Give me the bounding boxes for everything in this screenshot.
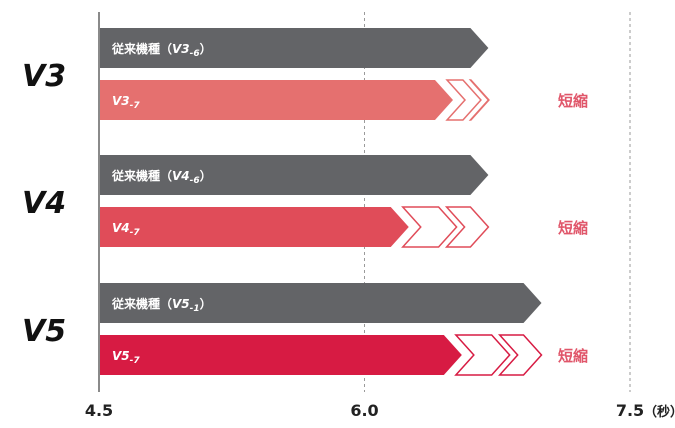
reduction-chevron-v4-2 [444,206,490,248]
reduction-chevron-v5-2 [498,334,543,376]
bar-v4-old [99,155,489,195]
bar-label-v3-old: 従来機種（V3-6） [111,41,212,59]
bar-v5-old [99,283,542,323]
reduction-chevron-v3-2 [468,79,490,121]
x-tick-label-6.0: 6.0 [350,401,378,420]
bar-label-v4-old: 従来機種（V4-6） [111,168,212,186]
bar-label-v3-new: V3-7 [112,94,140,111]
group-label-v3: V3 [22,59,66,94]
reduction-label-v3: 短縮 [558,92,588,110]
reduction-label-v4: 短縮 [558,219,588,237]
bar-label-v4-new: V4-7 [112,221,140,238]
x-tick-label-4.5: 4.5 [85,401,113,420]
reduction-label-v5: 短縮 [558,347,588,365]
reduction-chevron-v4-1 [401,206,458,248]
x-tick-label-7.5: 7.5 [616,401,644,420]
x-unit-label: （秒） [644,404,675,420]
bar-v3-old [99,28,489,68]
bar-v5-new [99,335,462,375]
group-label-v5: V5 [22,314,66,349]
bar-v3-new [99,80,453,120]
bar-label-v5-new: V5-7 [112,349,140,366]
bar-label-v5-old: 従来機種（V5-1） [111,296,212,314]
bar-v4-new [99,207,409,247]
group-label-v4: V4 [22,186,66,221]
reduction-chevron-v5-1 [454,334,511,376]
reduction-chevron-v3-1 [445,79,482,121]
